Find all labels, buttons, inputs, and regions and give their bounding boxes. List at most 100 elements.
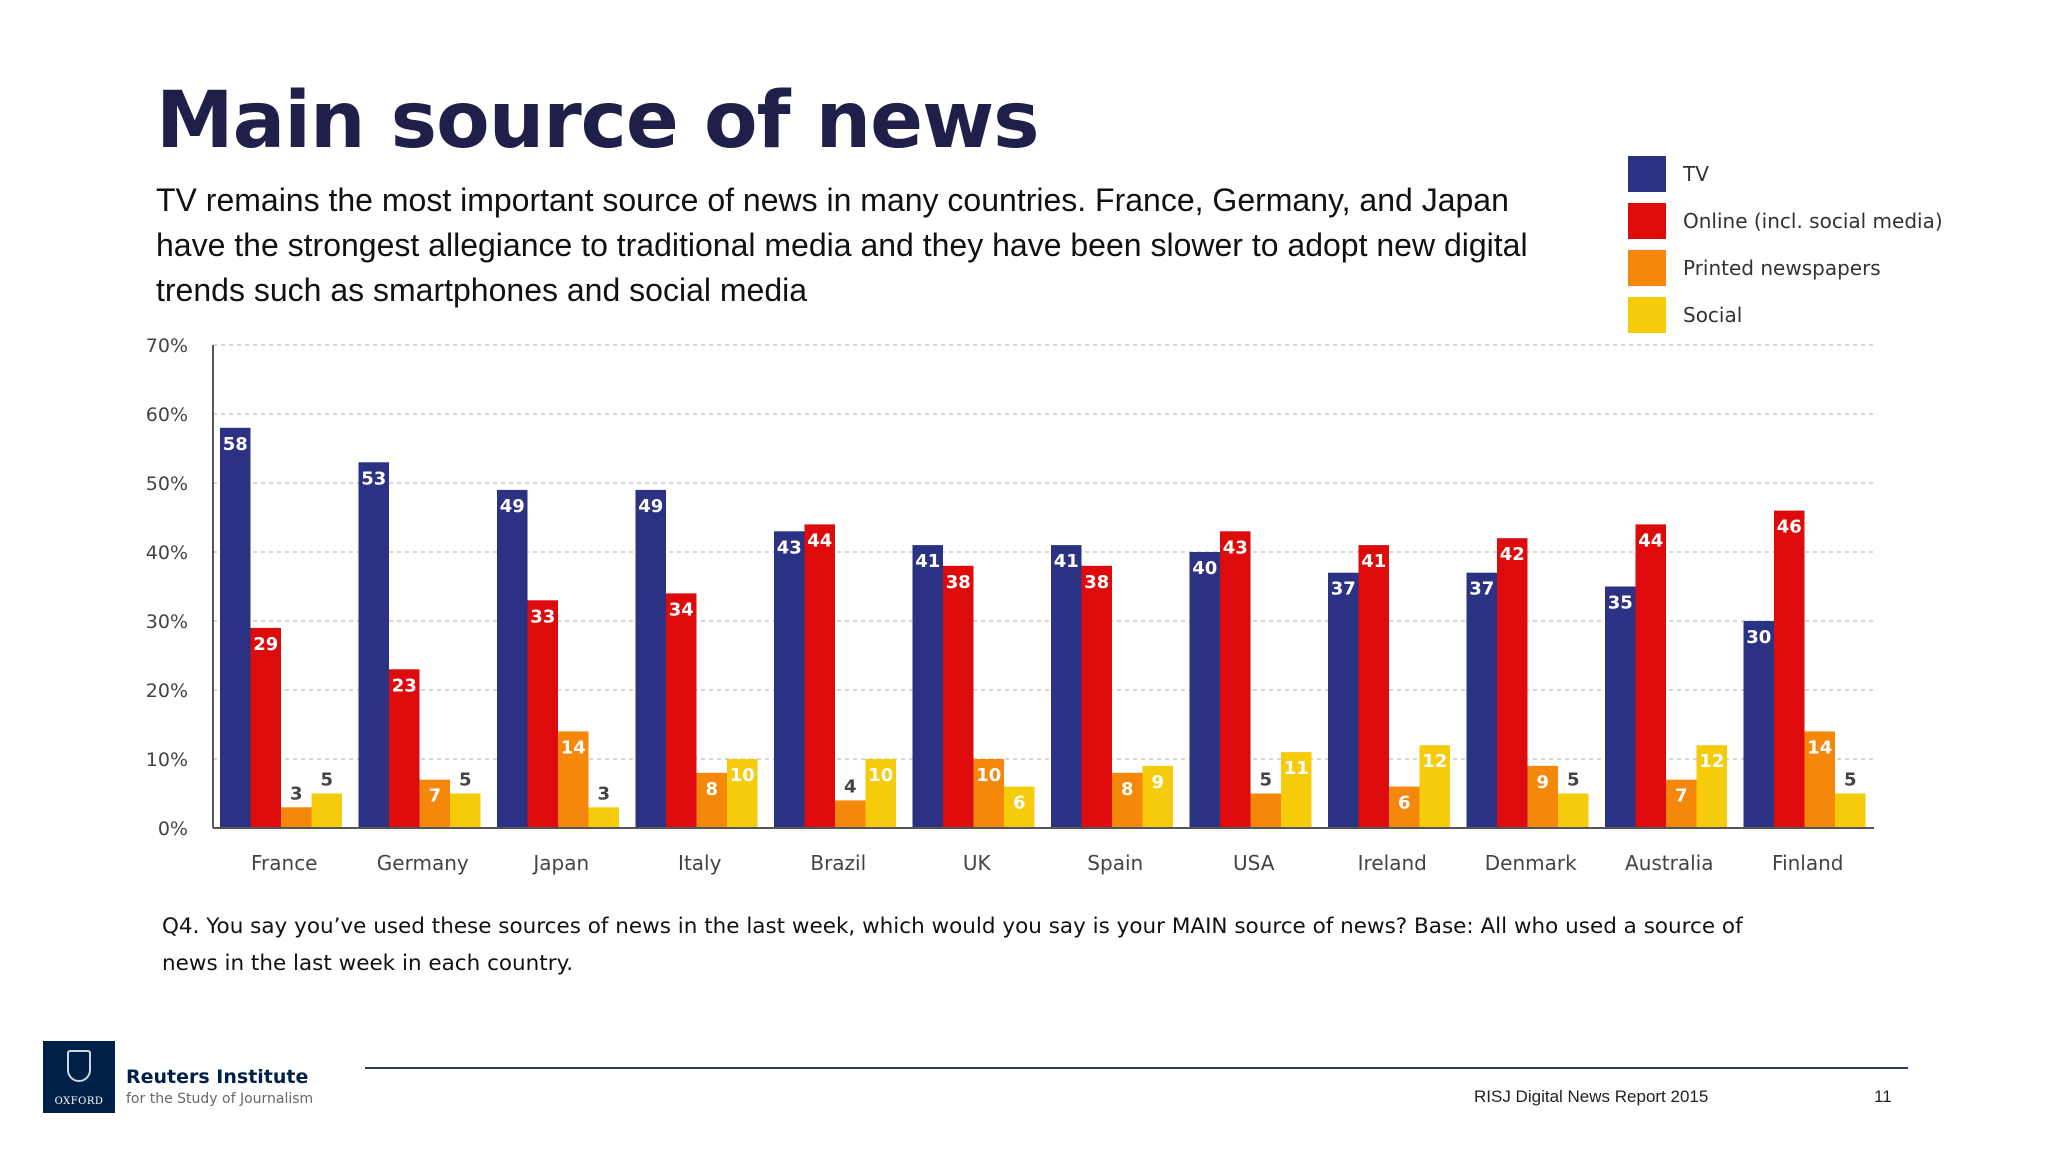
- y-tick-label: 60%: [146, 404, 188, 426]
- data-label: 3: [290, 783, 303, 804]
- data-label: 44: [1638, 530, 1663, 551]
- data-label: 49: [638, 496, 663, 517]
- x-tick-label: Ireland: [1358, 851, 1427, 875]
- bar: [450, 793, 481, 828]
- bar: [1142, 765, 1173, 828]
- data-label: 53: [361, 468, 386, 489]
- bar: [558, 731, 589, 828]
- bar: [1635, 524, 1666, 828]
- data-label: 9: [1151, 772, 1164, 793]
- bar: [1081, 565, 1112, 828]
- y-tick-label: 50%: [146, 473, 188, 495]
- x-tick-label: Spain: [1087, 851, 1143, 875]
- bar: [419, 779, 450, 828]
- bar: [1696, 745, 1727, 828]
- y-tick-label: 0%: [158, 818, 188, 840]
- chart-legend: TV Online (incl. social media) Printed n…: [1628, 150, 1943, 338]
- data-label: 35: [1608, 593, 1633, 614]
- data-label: 10: [868, 765, 893, 786]
- data-label: 5: [320, 770, 333, 791]
- x-tick-label: UK: [963, 851, 992, 875]
- data-label: 4: [844, 776, 857, 797]
- oxford-logo: OXFORD: [43, 1041, 115, 1113]
- bar: [358, 462, 389, 828]
- bar: [1328, 572, 1359, 828]
- data-label: 29: [253, 634, 278, 655]
- logo-text: OXFORD: [54, 1096, 104, 1107]
- bar: [774, 531, 805, 828]
- bar: [1419, 745, 1450, 828]
- footer-divider: [365, 1067, 1908, 1069]
- legend-swatch-online: [1628, 202, 1666, 239]
- data-label: 5: [459, 770, 472, 791]
- data-label: 5: [1567, 770, 1580, 791]
- bar: [1004, 786, 1035, 828]
- bar: [1051, 545, 1082, 828]
- bar: [727, 759, 758, 828]
- bar: [696, 772, 727, 828]
- page-number: 11: [1874, 1087, 1892, 1106]
- bar: [865, 759, 896, 828]
- data-label: 23: [392, 675, 417, 696]
- x-tick-label: Denmark: [1485, 851, 1577, 875]
- bar: [835, 800, 866, 828]
- bar: [497, 489, 528, 828]
- bar: [1112, 772, 1143, 828]
- bar: [1497, 538, 1528, 828]
- bar: [281, 807, 312, 828]
- data-label: 5: [1259, 770, 1272, 791]
- bar: [635, 489, 666, 828]
- bar: [1358, 545, 1389, 828]
- bar: [1466, 572, 1497, 828]
- y-tick-label: 30%: [146, 611, 188, 633]
- y-tick-label: 20%: [146, 680, 188, 702]
- bar: [1220, 531, 1251, 828]
- data-label: 6: [1398, 793, 1411, 814]
- x-tick-label: USA: [1233, 851, 1275, 875]
- bar: [1527, 765, 1558, 828]
- data-label: 14: [561, 737, 586, 758]
- legend-item-tv: TV: [1628, 150, 1943, 197]
- x-tick-label: Brazil: [810, 851, 866, 875]
- data-label: 5: [1844, 770, 1857, 791]
- bar: [1743, 621, 1774, 828]
- data-label: 33: [530, 606, 555, 627]
- data-label: 42: [1500, 544, 1525, 565]
- data-label: 43: [1223, 537, 1248, 558]
- bar: [1666, 779, 1697, 828]
- bar: [912, 545, 943, 828]
- crest-icon: [67, 1050, 91, 1082]
- data-label: 11: [1284, 758, 1309, 779]
- brand-tagline: for the Study of Journalism: [126, 1091, 314, 1107]
- bar: [220, 427, 251, 828]
- bar: [588, 807, 619, 828]
- legend-item-social: Social: [1628, 291, 1943, 338]
- survey-question-note: Q4. You say you’ve used these sources of…: [162, 914, 1743, 976]
- legend-item-online: Online (incl. social media): [1628, 197, 1943, 244]
- brand-name: Reuters Institute: [126, 1066, 309, 1088]
- data-label: 6: [1013, 793, 1026, 814]
- bar: [1189, 552, 1220, 828]
- legend-swatch-printed: [1628, 249, 1666, 286]
- bar: [973, 759, 1004, 828]
- bar: [1804, 731, 1835, 828]
- bar: [527, 600, 558, 828]
- bar: [1281, 752, 1312, 828]
- legend-swatch-social: [1628, 296, 1666, 333]
- data-label: 38: [946, 572, 971, 593]
- data-label: 10: [976, 765, 1001, 786]
- data-label: 46: [1777, 517, 1802, 538]
- data-label: 49: [500, 496, 525, 517]
- bar: [666, 593, 697, 828]
- bar: [1835, 793, 1866, 828]
- legend-label-social: Social: [1683, 302, 1743, 327]
- x-tick-label: Japan: [531, 851, 589, 875]
- data-label: 58: [223, 434, 248, 455]
- footer-report-name: RISJ Digital News Report 2015: [1474, 1087, 1709, 1106]
- data-label: 37: [1331, 579, 1356, 600]
- data-label: 8: [705, 779, 718, 800]
- data-label: 8: [1121, 779, 1134, 800]
- data-label: 12: [1422, 751, 1447, 772]
- legend-swatch-tv: [1628, 155, 1666, 192]
- data-label: 41: [1361, 551, 1386, 572]
